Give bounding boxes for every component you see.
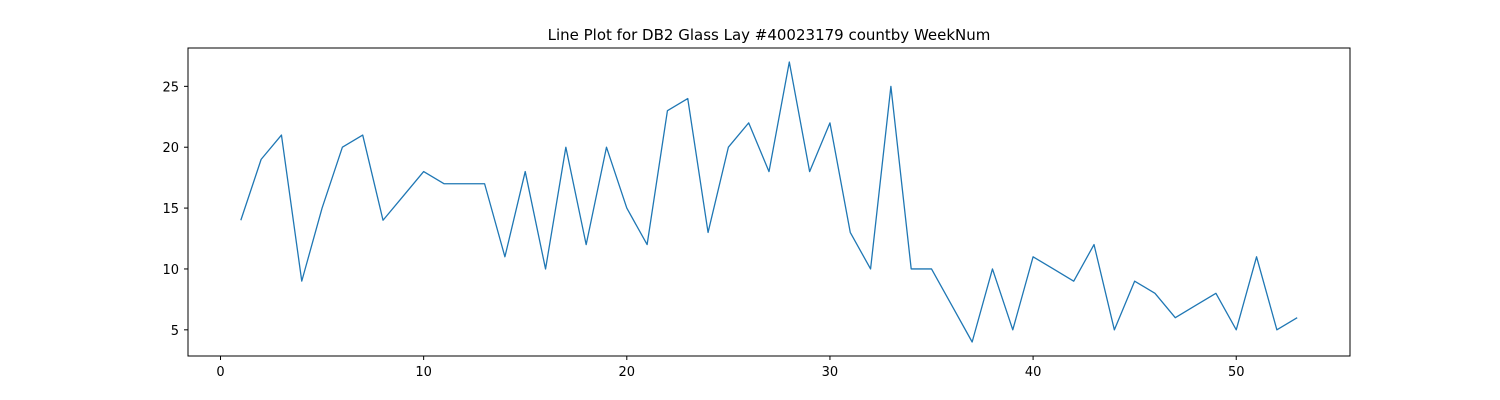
y-axis: 5 10 15 20 25 bbox=[162, 80, 188, 339]
y-tick-label: 15 bbox=[162, 202, 179, 217]
x-tick-label: 10 bbox=[415, 365, 432, 380]
x-tick-label: 40 bbox=[1025, 365, 1042, 380]
series-line bbox=[240, 61, 1298, 343]
plot-area-frame bbox=[187, 47, 1351, 357]
x-tick-label: 30 bbox=[822, 365, 839, 380]
x-axis: 0 10 20 30 40 50 bbox=[216, 356, 1245, 380]
y-tick-label: 25 bbox=[162, 80, 179, 95]
y-tick-label: 20 bbox=[162, 141, 179, 156]
x-tick-label: 50 bbox=[1228, 365, 1245, 380]
series-layer bbox=[240, 61, 1298, 343]
y-tick-label: 5 bbox=[171, 324, 179, 339]
x-tick-label: 20 bbox=[619, 365, 636, 380]
y-tick-label: 10 bbox=[162, 263, 179, 278]
chart-title: Line Plot for DB2 Glass Lay #40023179 co… bbox=[548, 26, 991, 44]
x-tick-label: 0 bbox=[216, 365, 224, 380]
